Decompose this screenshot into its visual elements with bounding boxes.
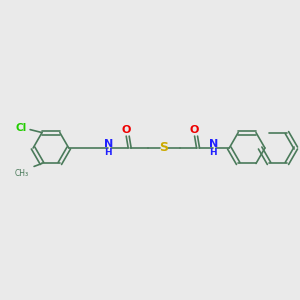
Text: S: S — [159, 140, 168, 154]
Text: O: O — [190, 125, 199, 135]
Text: Cl: Cl — [16, 123, 27, 133]
Text: H: H — [210, 148, 217, 158]
Text: N: N — [209, 139, 218, 149]
Text: H: H — [105, 148, 112, 158]
Text: N: N — [104, 139, 113, 149]
Text: O: O — [122, 125, 131, 135]
Text: CH₃: CH₃ — [15, 169, 29, 178]
